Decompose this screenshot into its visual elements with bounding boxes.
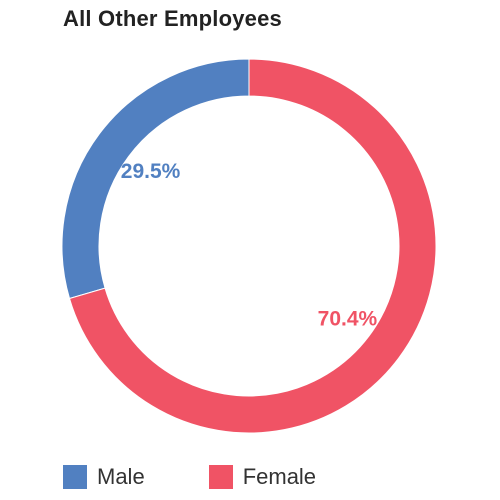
legend-item-female: Female [208,464,317,490]
donut-slice-female [68,58,437,434]
legend-swatch-female [208,465,233,489]
legend-label-female: Female [242,464,317,489]
chart-title: All Other Employees [63,6,282,31]
data-label-male: 29.5% [121,160,181,183]
legend-swatch-male [63,465,87,489]
legend: Male Female [63,464,380,490]
legend-label-male: Male [97,464,145,489]
data-label-female: 70.4% [318,307,378,330]
legend-item-male: Male [63,464,145,490]
